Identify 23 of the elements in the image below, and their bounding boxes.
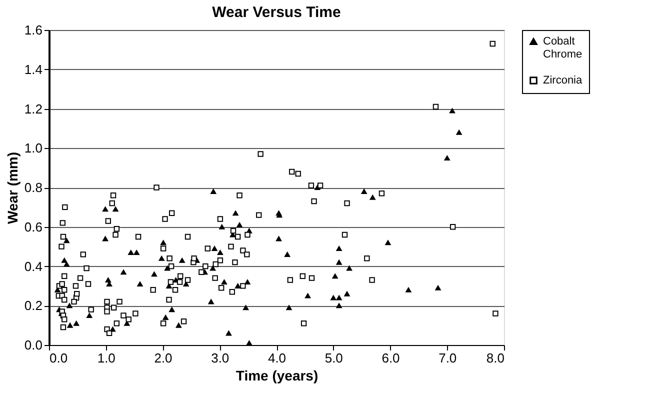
chart-title: Wear Versus Time	[212, 4, 341, 21]
y-axis-title: Wear (mm)	[4, 152, 20, 224]
y-tick-label: 1.0	[24, 140, 42, 156]
x-tick-label: 2.0	[154, 350, 172, 366]
x-tick-label: 5.0	[324, 350, 343, 366]
y-tick-label: 1.4	[24, 62, 42, 77]
x-tick-label: 7.0	[438, 350, 457, 366]
x-tick-label: 3.0	[211, 350, 230, 366]
x-axis-title: Time (years)	[236, 368, 318, 384]
y-tick-label: 1.6	[24, 22, 42, 38]
x-tick-label: 1.0	[97, 350, 116, 366]
y-tick-label: 0.8	[24, 180, 42, 195]
x-tick-label: 6.0	[382, 350, 400, 366]
y-tick-label: 0.6	[24, 219, 42, 234]
y-tick-label: 1.2	[24, 101, 42, 116]
y-tick-label: 0.2	[24, 298, 42, 314]
y-tick-label: 0.4	[24, 258, 42, 274]
x-tick-label: 4.0	[268, 350, 286, 366]
legend-label: Zirconia	[543, 74, 584, 86]
y-tick-label: 0.0	[24, 338, 42, 352]
legend-label: Cobalt Chrome	[543, 36, 582, 60]
x-tick-label: 8.0	[486, 350, 504, 366]
x-tick-label: 0.0	[50, 350, 68, 366]
